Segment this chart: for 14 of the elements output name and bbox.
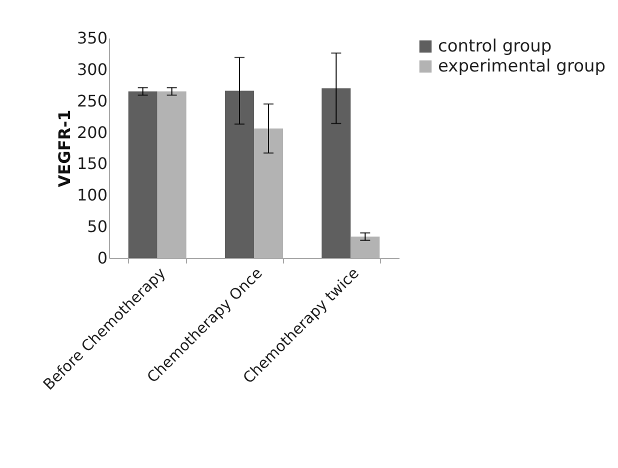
y-tick-label: 200 <box>76 122 108 142</box>
bar <box>225 90 254 258</box>
y-tick-label: 350 <box>76 28 108 48</box>
y-tick-label: 250 <box>76 91 108 110</box>
y-tick-label: 50 <box>87 217 108 236</box>
y-axis-title: VEGFR-1 <box>54 110 74 188</box>
y-tick-label: 100 <box>76 186 108 205</box>
bar <box>128 91 158 258</box>
y-tick-label: 150 <box>76 154 108 174</box>
bar <box>322 88 351 258</box>
y-tick-label: 300 <box>76 60 108 79</box>
y-tick-label: 0 <box>97 248 108 268</box>
legend-label: experimental group <box>438 56 606 76</box>
legend-label: control group <box>438 36 552 56</box>
